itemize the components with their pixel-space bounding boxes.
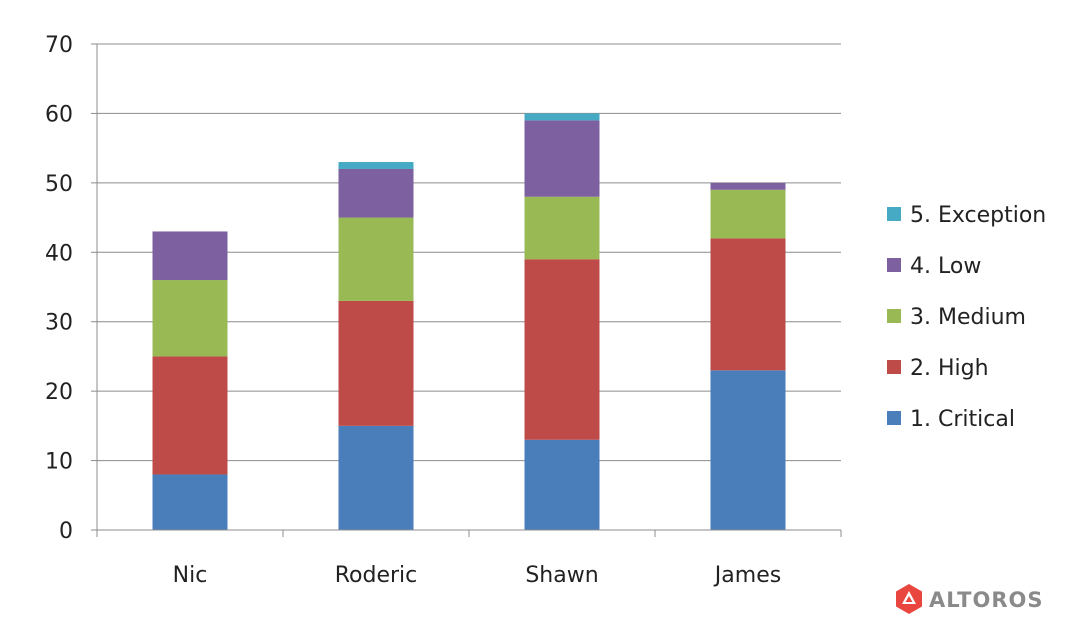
y-tick-label: 60 [45, 102, 73, 127]
bar-segment [152, 356, 228, 475]
axes [96, 44, 842, 537]
legend-swatch [887, 411, 901, 425]
bar-segment [524, 196, 600, 260]
y-tick-label: 40 [45, 241, 73, 266]
logo-mark-icon [896, 584, 922, 614]
bar-segment [524, 120, 600, 197]
bar-segment [152, 231, 228, 281]
x-tick-label: Roderic [335, 563, 418, 588]
legend-swatch [887, 258, 901, 272]
x-tick-label: Nic [173, 563, 208, 588]
bar-segment [710, 182, 786, 190]
bar-segment [338, 425, 414, 530]
legend-label: 1. Critical [910, 407, 1015, 432]
bar-segment [524, 113, 600, 121]
legend-label: 5. Exception [910, 203, 1046, 228]
bar-segment [710, 370, 786, 530]
y-tick-label: 30 [45, 311, 73, 336]
bar-segment [338, 217, 414, 301]
legend-swatch [887, 207, 901, 221]
bar-segment [152, 280, 228, 357]
x-axis-tick-labels: Nic Roderic Shawn James [173, 563, 782, 588]
y-tick-label: 0 [59, 519, 73, 544]
y-axis-tick-labels: 0 10 20 30 40 50 60 70 [45, 33, 73, 544]
y-tick-label: 70 [45, 33, 73, 58]
x-tick-label: James [713, 563, 781, 588]
legend-swatch [887, 360, 901, 374]
bar-segment [338, 300, 414, 426]
legend: 5. Exception 4. Low 3. Medium 2. High 1. Cri… [887, 203, 1046, 432]
bar-segment [710, 189, 786, 239]
bar-segment [338, 162, 414, 169]
legend-label: 4. Low [910, 254, 981, 279]
legend-swatch [887, 309, 901, 323]
bar-segment [338, 168, 414, 218]
y-tick-label: 10 [45, 450, 73, 475]
bar-segment [524, 439, 600, 530]
logo-text: ALTOROS [929, 588, 1043, 612]
bar-segment [710, 238, 786, 371]
legend-label: 2. High [910, 356, 989, 381]
altoros-logo: ALTOROS [896, 584, 1043, 614]
bar-segment [152, 474, 228, 530]
bars [152, 113, 786, 530]
y-tick-label: 50 [45, 172, 73, 197]
legend-label: 3. Medium [910, 305, 1026, 330]
bar-segment [524, 259, 600, 440]
x-tick-label: Shawn [525, 563, 598, 588]
y-tick-label: 20 [45, 380, 73, 405]
